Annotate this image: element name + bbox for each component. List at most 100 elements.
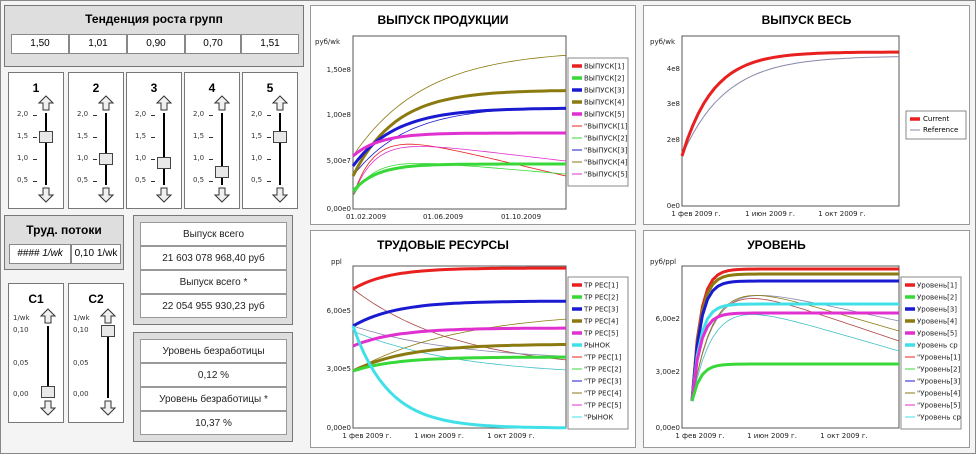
c-slider-box-C1: C1 1/wk 0,10 0,05 0,00 bbox=[8, 283, 64, 423]
growth-value-3: 0,90 bbox=[127, 34, 185, 54]
arrow-up-icon[interactable] bbox=[271, 95, 289, 111]
slider-track[interactable] bbox=[107, 326, 109, 398]
legend-label: "РЫНОК bbox=[584, 414, 613, 422]
tick-label: 3,00e5 bbox=[327, 365, 351, 373]
growth-value-2: 1,01 bbox=[69, 34, 127, 54]
slider-thumb[interactable] bbox=[273, 130, 287, 143]
slider-tick-mark bbox=[267, 137, 271, 138]
chart-level-svg: руб/ppl 0,00e0 3,00e2 6,00e2 1 фев 2009 г. 1 … bbox=[650, 258, 962, 440]
legend-label: Уровень ср bbox=[917, 342, 958, 350]
slider-label: 3 bbox=[150, 81, 158, 95]
tick-label: 3,00e2 bbox=[656, 368, 680, 376]
legend-label: "Уровень ср bbox=[917, 414, 961, 422]
legend-label: Уровень[2] bbox=[917, 294, 957, 302]
arrow-up-icon[interactable] bbox=[37, 95, 55, 111]
plot-area bbox=[681, 35, 900, 207]
arrow-up-icon[interactable] bbox=[155, 95, 173, 111]
chart-output-title: ВЫПУСК ПРОДУКЦИИ bbox=[377, 13, 509, 27]
slider-tick-label: 1,0 bbox=[193, 154, 205, 162]
arrow-up-icon[interactable] bbox=[39, 308, 57, 324]
slider-thumb[interactable] bbox=[157, 157, 171, 170]
arrow-down-icon[interactable] bbox=[99, 400, 117, 416]
legend-label: РЫНОК bbox=[584, 342, 610, 350]
slider-tick-mark bbox=[151, 159, 155, 160]
chart-output-svg: руб/wk 0,00e0 5,00e7 1,00e8 1,50e8 01.02.2009… bbox=[315, 35, 629, 221]
legend-label: ТР РЕС[2] bbox=[583, 294, 618, 302]
slider-label: 2 bbox=[92, 81, 100, 95]
tick-label: 1 окт 2009 г. bbox=[487, 432, 534, 440]
slider-thumb[interactable] bbox=[39, 131, 53, 143]
tick-label: 1 окт 2009 г. bbox=[820, 432, 867, 440]
slider-tick-label: 1,0 bbox=[135, 154, 147, 162]
series-line bbox=[352, 326, 566, 348]
slider-tick-label: 0,5 bbox=[17, 176, 29, 184]
slider-tick-label: 1,0 bbox=[251, 154, 263, 162]
c-slider-label: C1 bbox=[28, 292, 44, 306]
chart-output-total: ВЫПУСК ВЕСЬ руб/wk 0e0 2e8 3e8 4e8 1 фев 2009… bbox=[643, 5, 970, 225]
legend-label: "ТР РЕС[4] bbox=[584, 390, 622, 398]
legend-label: ТР РЕС[5] bbox=[583, 330, 618, 338]
slider-tick-mark bbox=[267, 181, 271, 182]
legend-box bbox=[567, 276, 629, 430]
arrow-up-icon[interactable] bbox=[99, 308, 117, 324]
slider-label: 1 bbox=[32, 81, 40, 95]
slider-tick-label: 1,5 bbox=[193, 132, 205, 140]
tick-label: 01.02.2009 bbox=[346, 213, 386, 221]
arrow-down-icon[interactable] bbox=[155, 187, 173, 203]
slider-tick-label: 1,0 bbox=[77, 154, 89, 162]
arrow-down-icon[interactable] bbox=[39, 400, 57, 416]
slider-track[interactable] bbox=[105, 113, 107, 185]
slider-tick-label: 0,5 bbox=[77, 176, 89, 184]
slider-thumb[interactable] bbox=[41, 385, 55, 398]
slider-box-1: 1 2,0 1,5 1,0 0,5 bbox=[8, 72, 64, 209]
slider-tick-label: 1,5 bbox=[251, 132, 263, 140]
slider-track[interactable] bbox=[163, 113, 165, 185]
output-label-1-box: Выпуск всего bbox=[140, 222, 287, 246]
c-slider-tick-label: 0,05 bbox=[13, 359, 29, 367]
chart-labor-svg: ppl 0,00e0 3,00e5 6,00e5 1 фев 2009 г. 1 июн … bbox=[327, 258, 629, 440]
slider-track[interactable] bbox=[221, 113, 223, 185]
tick-label: 6,00e2 bbox=[656, 315, 680, 323]
arrow-down-icon[interactable] bbox=[37, 187, 55, 203]
series-line bbox=[690, 311, 899, 402]
slider-tick-mark bbox=[209, 181, 213, 182]
slider-thumb[interactable] bbox=[99, 152, 113, 165]
slider-tick-mark bbox=[151, 181, 155, 182]
series-line bbox=[352, 355, 566, 373]
chart-total-svg: руб/wk 0e0 2e8 3e8 4e8 1 фев 2009 г. 1 июн 200… bbox=[650, 35, 967, 218]
series-line bbox=[352, 131, 566, 158]
legend-label: "ВЫПУСК[4] bbox=[584, 159, 628, 167]
series-line bbox=[351, 89, 567, 177]
slider-track[interactable] bbox=[47, 326, 49, 398]
legend-label: "ТР РЕС[5] bbox=[584, 402, 622, 410]
series-line bbox=[352, 343, 566, 373]
slider-tick-mark bbox=[209, 137, 213, 138]
series-line bbox=[690, 302, 899, 402]
slider-label: 4 bbox=[208, 81, 216, 95]
series-line bbox=[690, 279, 899, 402]
series-line bbox=[690, 362, 899, 402]
c-slider-unit: 1/wk bbox=[73, 314, 90, 322]
output-value-2: 22 054 955 930,23 руб bbox=[162, 301, 265, 312]
legend-label: "Уровень[3] bbox=[917, 378, 961, 386]
slider-tick-label: 1,0 bbox=[17, 154, 29, 162]
legend-label: Уровень[3] bbox=[917, 306, 957, 314]
slider-tick-mark bbox=[267, 115, 271, 116]
plot-area bbox=[352, 35, 567, 210]
slider-track[interactable] bbox=[279, 113, 281, 185]
arrow-down-icon[interactable] bbox=[97, 187, 115, 203]
slider-thumb[interactable] bbox=[215, 166, 229, 179]
slider-track[interactable] bbox=[45, 113, 47, 185]
unemp-value-1: 0,12 % bbox=[197, 370, 230, 381]
arrow-up-icon[interactable] bbox=[97, 95, 115, 111]
legend-label: "ВЫПУСК[3] bbox=[584, 147, 628, 155]
y-axis-label: руб/ppl bbox=[650, 258, 676, 266]
arrow-down-icon[interactable] bbox=[271, 187, 289, 203]
growth-title: Тенденция роста групп bbox=[85, 12, 223, 26]
slider-thumb[interactable] bbox=[101, 325, 115, 337]
arrow-down-icon[interactable] bbox=[213, 187, 231, 203]
labor-value-1: #### 1/wk bbox=[9, 244, 71, 264]
output-value-2-box: 22 054 955 930,23 руб bbox=[140, 294, 287, 318]
slider-box-3: 3 2,0 1,5 1,0 0,5 bbox=[126, 72, 182, 209]
arrow-up-icon[interactable] bbox=[213, 95, 231, 111]
